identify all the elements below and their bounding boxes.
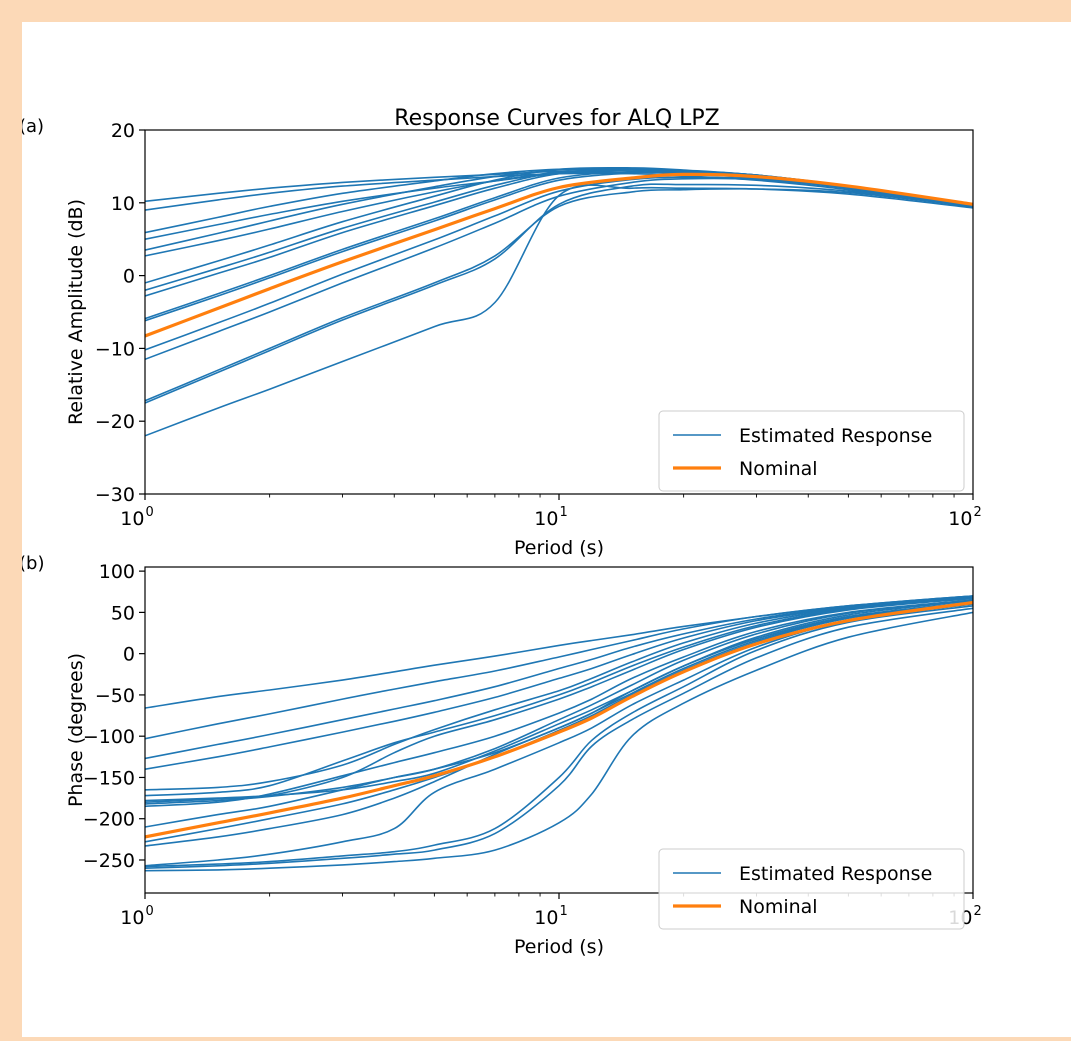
phase-xtick-label: 101	[534, 904, 567, 929]
phase-ytick-label: −100	[83, 726, 135, 748]
phase-ytick-label: −200	[83, 809, 135, 831]
phase-ytick-label: −150	[83, 767, 135, 789]
phase-chart: 100500−50−100−150−200−250100101102Period…	[65, 561, 982, 958]
phase-estimated-curve-10	[145, 599, 973, 805]
phase-estimated-curve-17	[145, 611, 973, 872]
amp-ytick-label: 0	[123, 266, 135, 288]
phase-estimated-curve-8	[145, 599, 973, 808]
amp-ytick-label: −10	[95, 338, 135, 360]
phase-legend-box	[658, 848, 965, 930]
phase-estimated-curve-6	[145, 597, 973, 797]
figure-canvas: Response Curves for ALQ LPZ (a) (b) 20 10…	[19, 22, 1071, 1037]
amp-estimated-curve-16	[145, 184, 973, 437]
amp-nominal-curve	[145, 172, 973, 338]
phase-xlabel: Period (s)	[514, 936, 604, 958]
panel-a-label: (a)	[22, 116, 44, 137]
amp-ytick-label: −30	[95, 484, 135, 506]
amp-legend-label-1: Estimated Response	[739, 425, 932, 447]
phase-estimated-curve-16	[145, 607, 973, 869]
phase-estimated-curve-7	[145, 597, 973, 803]
phase-ylabel: Phase (degrees)	[65, 653, 87, 807]
amp-estimated-curve-5	[145, 168, 973, 251]
amp-ytick-label: 10	[111, 193, 135, 215]
amp-legend: Estimated Response Nominal	[658, 410, 965, 492]
phase-nominal-curve	[145, 600, 973, 839]
panel-b-label: (b)	[22, 553, 44, 574]
phase-estimated-curve-14	[145, 603, 973, 867]
figure-title: Response Curves for ALQ LPZ	[394, 106, 719, 131]
phase-legend: Estimated Response Nominal	[658, 848, 965, 930]
amp-ytick-label: −20	[95, 411, 135, 433]
amp-curves	[145, 166, 973, 437]
phase-estimated-curve-15	[145, 605, 973, 868]
amp-legend-label-2: Nominal	[739, 458, 818, 480]
phase-curves	[145, 595, 973, 872]
phase-estimated-curve-5	[145, 596, 973, 791]
amp-xtick-label: 102	[948, 505, 981, 530]
phase-estimated-curve-3	[145, 595, 973, 760]
amp-estimated-curve-15	[145, 183, 973, 404]
phase-ytick-label: 50	[111, 602, 135, 624]
phase-legend-label-1: Estimated Response	[739, 863, 932, 885]
amp-xtick-label: 100	[120, 505, 153, 530]
phase-estimated-curve-4	[145, 596, 973, 770]
phase-estimated-curve-13	[145, 601, 973, 847]
amp-ylabel: Relative Amplitude (dB)	[65, 199, 87, 425]
amp-ytick-label: 20	[111, 120, 135, 142]
amp-estimated-curve-12	[145, 176, 973, 351]
figure-svg: Response Curves for ALQ LPZ (a) (b) 20 10…	[19, 106, 982, 958]
phase-xtick-label: 100	[120, 904, 153, 929]
amp-xtick-label: 101	[534, 505, 567, 530]
phase-ytick-label: 0	[123, 644, 135, 666]
amp-legend-box	[658, 410, 965, 492]
phase-ytick-label: 100	[99, 561, 135, 583]
phase-legend-label-2: Nominal	[739, 896, 818, 918]
phase-ytick-label: −250	[83, 850, 135, 872]
phase-estimated-curve-2	[145, 595, 973, 740]
amp-estimated-curve-13	[145, 177, 973, 361]
phase-ytick-label: −50	[95, 685, 135, 707]
amp-xlabel: Period (s)	[514, 537, 604, 559]
phase-estimated-curve-9	[145, 600, 973, 802]
amp-estimated-curve-6	[145, 169, 973, 257]
